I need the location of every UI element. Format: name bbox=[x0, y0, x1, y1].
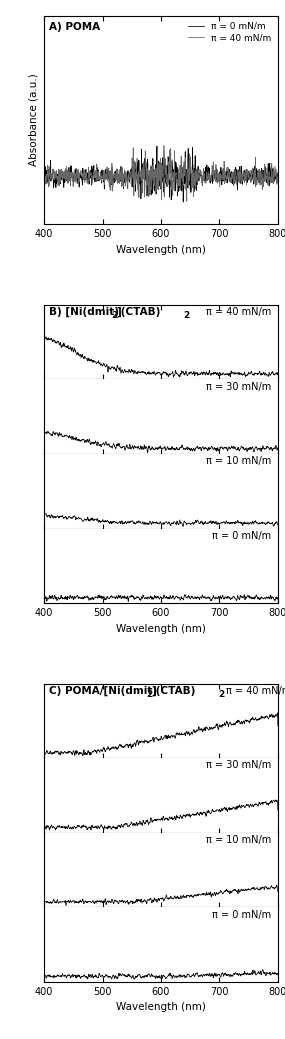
Y-axis label: Absorbance (a.u.): Absorbance (a.u.) bbox=[28, 74, 39, 166]
Text: C) POMA/[Ni(dmit): C) POMA/[Ni(dmit) bbox=[49, 686, 157, 696]
Text: π = 30 mN/m: π = 30 mN/m bbox=[205, 761, 271, 770]
X-axis label: Wavelength (nm): Wavelength (nm) bbox=[116, 623, 206, 634]
π = 40 mN/m bbox=[149, 160, 152, 172]
π = 40 mN/m bbox=[42, 167, 46, 180]
π = 40 mN/m bbox=[104, 167, 107, 180]
π = 40 mN/m bbox=[132, 141, 135, 154]
π = 40 mN/m bbox=[274, 168, 278, 181]
Text: π = 10 mN/m: π = 10 mN/m bbox=[205, 456, 271, 467]
Legend: π = 0 mN/m, π = 40 mN/m: π = 0 mN/m, π = 40 mN/m bbox=[186, 20, 273, 45]
π = 0 mN/m bbox=[274, 171, 278, 184]
Text: π = 30 mN/m: π = 30 mN/m bbox=[205, 381, 271, 392]
π = 0 mN/m bbox=[191, 141, 194, 154]
π = 0 mN/m bbox=[182, 195, 185, 208]
Text: π = 10 mN/m: π = 10 mN/m bbox=[205, 835, 271, 845]
π = 40 mN/m bbox=[276, 166, 280, 179]
π = 40 mN/m bbox=[74, 170, 78, 183]
Text: π = 40 mN/m: π = 40 mN/m bbox=[205, 308, 271, 317]
Line: π = 0 mN/m: π = 0 mN/m bbox=[44, 145, 278, 202]
Text: π = 0 mN/m: π = 0 mN/m bbox=[212, 531, 271, 540]
π = 0 mN/m bbox=[42, 171, 46, 184]
X-axis label: Wavelength (nm): Wavelength (nm) bbox=[116, 1003, 206, 1012]
Line: π = 40 mN/m: π = 40 mN/m bbox=[44, 148, 278, 202]
π = 0 mN/m bbox=[77, 170, 80, 183]
Text: π = 0 mN/m: π = 0 mN/m bbox=[212, 909, 271, 920]
π = 0 mN/m bbox=[149, 164, 152, 177]
Text: ](CTAB): ](CTAB) bbox=[117, 308, 161, 317]
Text: 2: 2 bbox=[111, 311, 117, 320]
π = 40 mN/m bbox=[185, 195, 188, 208]
Text: ](CTAB): ](CTAB) bbox=[152, 686, 196, 696]
X-axis label: Wavelength (nm): Wavelength (nm) bbox=[116, 245, 206, 255]
π = 40 mN/m bbox=[77, 166, 80, 179]
π = 0 mN/m bbox=[162, 139, 166, 152]
Text: 2: 2 bbox=[218, 690, 225, 698]
Text: B) [Ni(dmit): B) [Ni(dmit) bbox=[49, 308, 119, 317]
π = 0 mN/m bbox=[104, 167, 107, 180]
Text: 2: 2 bbox=[146, 690, 152, 698]
π = 40 mN/m bbox=[191, 181, 194, 193]
Text: π = 40 mN/m: π = 40 mN/m bbox=[227, 686, 285, 696]
Text: 2: 2 bbox=[183, 311, 190, 320]
π = 0 mN/m bbox=[276, 176, 280, 188]
Text: A) POMA: A) POMA bbox=[49, 22, 100, 32]
π = 0 mN/m bbox=[74, 172, 78, 185]
